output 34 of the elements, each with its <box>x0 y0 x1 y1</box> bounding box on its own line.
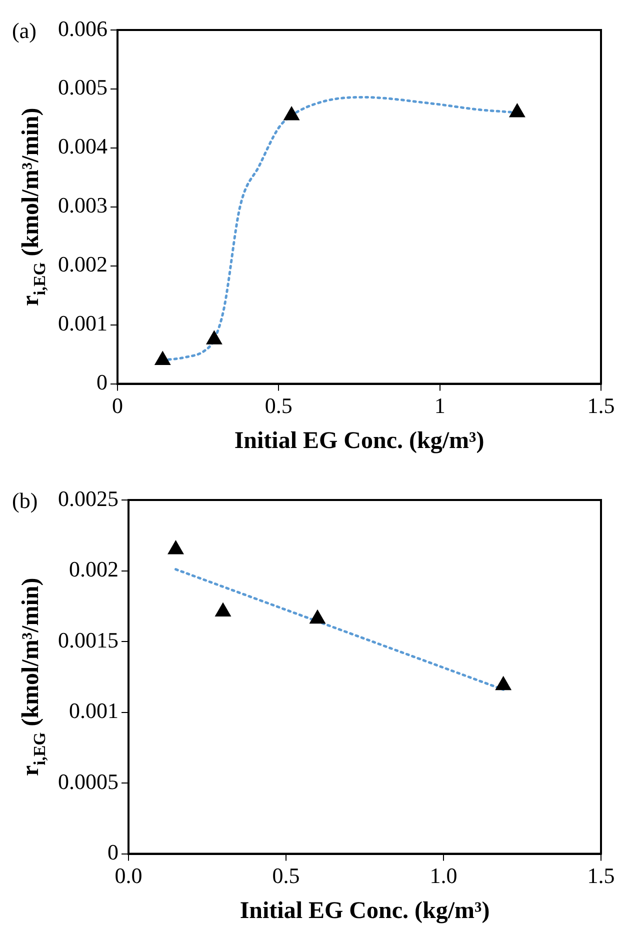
x-tick-label: 1.5 <box>587 392 615 418</box>
x-tick-label: 1.0 <box>430 862 458 888</box>
y-tick-label: 0.001 <box>58 310 108 336</box>
x-tick-label: 0.5 <box>272 862 300 888</box>
x-tick-label: 0.5 <box>264 392 292 418</box>
x-tick-label: 1 <box>434 392 446 418</box>
point <box>510 104 525 118</box>
y-tick-label: 0 <box>96 370 108 395</box>
x-tick-label: 0.0 <box>114 862 142 888</box>
y-tick-label: 0.001 <box>69 698 118 724</box>
y-axis-title: ri,EG (kmol/m³/min) <box>18 108 50 306</box>
x-tick-label: 1.5 <box>587 862 615 888</box>
point <box>168 541 184 554</box>
y-tick-label: 0.004 <box>58 134 108 159</box>
y-axis-title: ri,EG (kmol/m³/min) <box>18 578 50 776</box>
point <box>206 331 222 344</box>
y-tick-label: 0.0005 <box>58 768 118 794</box>
text: (a) <box>12 18 36 43</box>
y-tick-label: 0.006 <box>58 16 108 41</box>
y-tick-label: 0.0015 <box>58 627 118 652</box>
y-tick-label: 0.005 <box>58 74 108 100</box>
x-axis-title: Initial EG Conc. (kg/m³) <box>234 428 484 454</box>
point <box>216 604 230 617</box>
y-tick-label: 0 <box>108 840 118 865</box>
x-axis-title: Initial EG Conc. (kg/m³) <box>240 898 490 924</box>
point <box>155 352 170 365</box>
y-tick-label: 0.0025 <box>58 486 118 511</box>
point <box>310 610 325 624</box>
point <box>284 107 299 120</box>
point <box>496 677 511 690</box>
y-tick-label: 0.002 <box>69 556 118 582</box>
y-tick-label: 0.003 <box>58 192 108 218</box>
text: (b) <box>12 488 38 513</box>
y-tick-label: 0.002 <box>58 252 108 277</box>
